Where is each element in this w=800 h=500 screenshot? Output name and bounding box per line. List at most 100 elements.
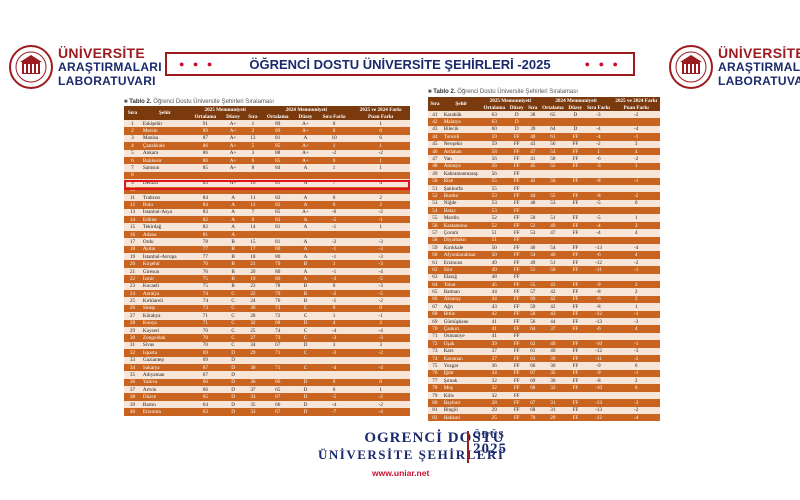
- table-cell: -1: [316, 245, 352, 254]
- table-cell: -4: [351, 363, 410, 372]
- table-cell: -13: [584, 406, 613, 415]
- table-cell: 1: [244, 120, 262, 128]
- table-cell: 47: [525, 147, 540, 156]
- logo-left: ÜNİVERSİTE ARAŞTIRMALARI LABORATUVARI: [8, 44, 162, 90]
- table-cell: FF: [566, 251, 585, 259]
- table-cell: 63: [188, 408, 222, 416]
- table-cell: -3: [612, 317, 660, 326]
- table-cell: -2: [612, 155, 660, 163]
- table-cell: -6: [584, 251, 613, 259]
- table-cell: 85: [188, 179, 222, 187]
- city-cell: Sivas: [140, 341, 189, 350]
- table-cell: A+: [294, 149, 317, 157]
- table-cell: 54: [539, 244, 567, 252]
- table-cell: 56: [481, 162, 508, 171]
- table-cell: [261, 371, 295, 379]
- table-cell: -1: [612, 133, 660, 141]
- table-cell: A+: [221, 149, 245, 157]
- table-cell: 3: [612, 140, 660, 148]
- table-cell: 52: [481, 221, 508, 230]
- city-cell: Iğdır: [441, 369, 481, 378]
- table-cell: -12: [584, 310, 613, 318]
- table-row: 7 Samsun 85 A+ 8 84 A 1 1: [124, 164, 410, 172]
- table-cell: 0: [351, 127, 410, 135]
- table-cell: 63: [525, 354, 540, 363]
- table-cell: A: [294, 223, 317, 231]
- table-row: 51 Şanlıurfa 55 FF: [428, 184, 660, 193]
- table-cell: -2: [351, 297, 410, 305]
- table-row: 6 Balıkesir 86 A+ 6 85 A+ 0 1: [124, 156, 410, 165]
- table-cell: 49: [525, 258, 540, 267]
- table-cell: [584, 170, 613, 178]
- table-cell: D: [507, 118, 526, 126]
- table-cell: [584, 273, 613, 281]
- table-cell: 58: [539, 155, 567, 163]
- table-cell: 33: [124, 356, 141, 364]
- logo-line-3: LABORATUVARI: [58, 74, 156, 88]
- table-cell: 44: [525, 192, 540, 200]
- table-cell: 81: [261, 223, 295, 231]
- table-cell: A+: [294, 142, 317, 150]
- table-cell: 30: [539, 377, 567, 385]
- table-row: 16 Adana 81 A: [124, 230, 410, 239]
- table-cell: 46: [428, 147, 442, 156]
- table-cell: [612, 332, 660, 341]
- table-cell: 35: [244, 400, 262, 409]
- table-cell: -4: [316, 400, 352, 409]
- table-cell: C: [221, 334, 245, 342]
- table-cell: FF: [566, 399, 585, 407]
- table-cell: 68: [525, 384, 540, 392]
- table-row: 44 Tunceli 59 FF 40 61 FF -4 -1: [428, 133, 660, 141]
- city-cell: Yozgat: [441, 362, 481, 370]
- table-cell: 56: [525, 310, 540, 318]
- table-cell: 3: [124, 134, 141, 143]
- table-cell: 72: [428, 340, 442, 348]
- table-row: 52 Burdur 53 FF 44 55 FF -8 -2: [428, 192, 660, 200]
- table-cell: FF: [566, 377, 585, 385]
- table-cell: 56: [525, 317, 540, 326]
- table-cell: FF: [566, 162, 585, 171]
- table-row: 55 Mardin 52 FF 50 51 FF -5 1: [428, 214, 660, 222]
- city-cell: Manisa: [140, 134, 189, 143]
- table-cell: 61: [539, 133, 567, 141]
- table-cell: -4: [612, 125, 660, 134]
- table-row: 28 Konya 71 C 32 68 D 4 3: [124, 319, 410, 327]
- table-header-cell: 2025 Memnuniyeti: [188, 106, 262, 113]
- table-caption-label: Tablo 2.: [129, 99, 152, 105]
- table-cell: 4: [612, 229, 660, 237]
- table-caption-right: ■ Tablo 2. Öğrenci Dostu Üniversite Şehi…: [428, 89, 578, 95]
- table-row: 30 Zonguldak 70 C 27 73 C -3 -3: [124, 334, 410, 342]
- table-cell: B: [221, 275, 245, 283]
- table-cell: A+: [221, 134, 245, 143]
- table-cell: D: [294, 400, 317, 409]
- table-cell: [525, 118, 540, 126]
- table-cell: -3: [351, 238, 410, 246]
- table-cell: -2: [351, 400, 410, 409]
- table-cell: FF: [507, 199, 526, 208]
- table-cell: FF: [566, 310, 585, 318]
- table-cell: -11: [584, 266, 613, 274]
- table-cell: 41: [481, 325, 508, 333]
- website-link[interactable]: www.uniar.net: [372, 468, 430, 478]
- table-header-cell: Sıra: [428, 97, 442, 111]
- table-cell: [566, 184, 585, 193]
- table-cell: 38: [525, 111, 540, 119]
- city-cell: Yalova: [140, 378, 189, 387]
- table-cell: 55: [481, 177, 508, 185]
- table-cell: 76: [428, 369, 442, 378]
- table-cell: 68: [525, 406, 540, 415]
- city-cell: İzmir: [140, 275, 189, 283]
- table-cell: 79: [261, 260, 295, 268]
- table-cell: 43: [481, 303, 508, 311]
- table-cell: A: [294, 179, 317, 187]
- table-cell: -2: [612, 111, 660, 119]
- city-cell: Malatya: [441, 118, 481, 126]
- table-cell: -6: [316, 208, 352, 217]
- city-cell: Kocaeli: [140, 282, 189, 290]
- table-cell: -2: [584, 140, 613, 148]
- table-cell: 51: [539, 214, 567, 222]
- table-cell: 84: [188, 201, 222, 209]
- table-cell: 2: [124, 127, 141, 135]
- city-cell: Muş: [441, 384, 481, 392]
- table-cell: 43: [525, 140, 540, 148]
